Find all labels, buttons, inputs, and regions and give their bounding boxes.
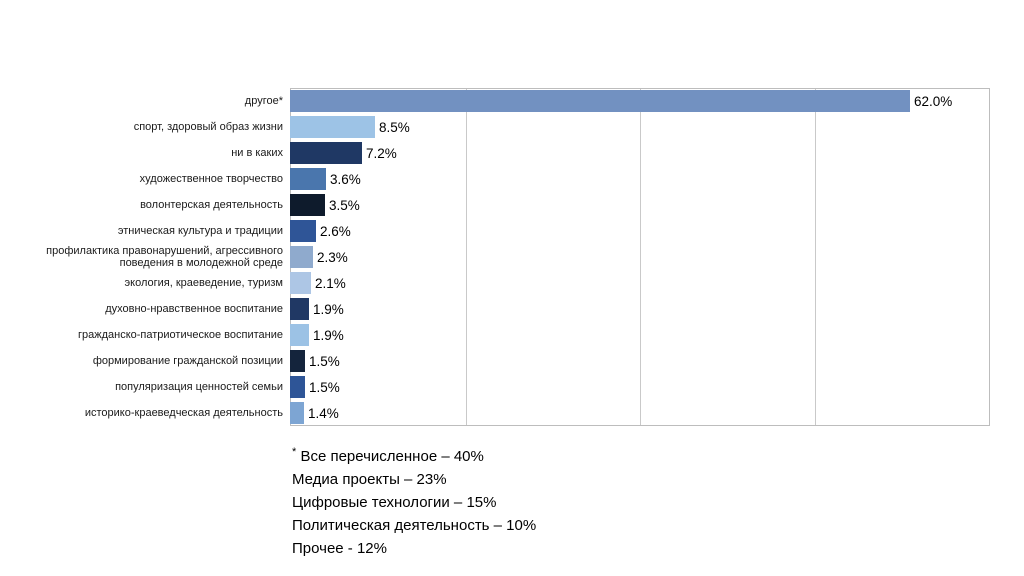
category-label: художественное творчество [139, 173, 283, 185]
bar-row: гражданско-патриотическое воспитание 1.9% [0, 322, 990, 348]
value-label: 1.9% [312, 301, 344, 317]
value-label: 1.9% [312, 327, 344, 343]
bar [290, 402, 304, 424]
bar-row: художественное творчество 3.6% [0, 166, 990, 192]
category-label: профилактика правонарушений, агрессивног… [46, 245, 283, 269]
value-label: 1.5% [309, 353, 340, 369]
bar [290, 194, 325, 216]
footnote-asterisk: * [292, 446, 297, 458]
bar [290, 298, 309, 320]
footnote: * Все перечисленное – 40% Медиа проекты –… [292, 441, 536, 560]
bar-track: 1.4% [290, 402, 990, 424]
value-label: 2.3% [317, 249, 348, 265]
footnote-line: * Все перечисленное – 40% [292, 446, 484, 465]
bar-row: историко-краеведческая деятельность 1.4% [0, 400, 990, 426]
bar [290, 116, 375, 138]
bar-row: ни в каких 7.2% [0, 140, 990, 166]
bar-row: другое* 62.0% [0, 88, 990, 114]
category-label: формирование гражданской позиции [92, 355, 283, 367]
category-label: другое* [244, 95, 283, 107]
category-label: историко-краеведческая деятельность [84, 407, 283, 419]
bar-track: 2.3% [290, 246, 990, 268]
value-label: 1.5% [309, 379, 340, 395]
value-label: 3.5% [329, 197, 360, 213]
bar-row: спорт, здоровый образ жизни 8.5% [0, 114, 990, 140]
category-label: экология, краеведение, туризм [124, 277, 283, 289]
footnote-line: Прочее - 12% [292, 540, 387, 557]
bar-track: 8.5% [290, 116, 990, 138]
bar-track: 3.6% [290, 168, 990, 190]
value-label: 8.5% [379, 119, 410, 135]
footnote-line: Цифровые технологии – 15% [292, 494, 497, 511]
bar-row: популяризация ценностей семьи 1.5% [0, 374, 990, 400]
bar [290, 168, 326, 190]
bar [290, 220, 316, 242]
bar-track: 1.5% [290, 350, 990, 372]
bar-row: волонтерская деятельность 3.5% [0, 192, 990, 218]
plot-area [290, 88, 990, 426]
value-label: 62.0% [914, 93, 953, 109]
bar-track: 62.0% [290, 90, 990, 112]
bar-row: духовно-нравственное воспитание 1.9% [0, 296, 990, 322]
bar-track: 1.9% [290, 298, 990, 320]
bar [290, 246, 313, 268]
bar [290, 324, 309, 346]
bar-track: 1.9% [290, 324, 990, 346]
value-label: 2.1% [315, 275, 346, 291]
bar [290, 142, 362, 164]
bar-track: 7.2% [290, 142, 990, 164]
category-label: спорт, здоровый образ жизни [133, 121, 283, 133]
category-label: духовно-нравственное воспитание [105, 303, 283, 315]
bar-track: 1.5% [290, 376, 990, 398]
bar [290, 350, 305, 372]
category-label: волонтерская деятельность [140, 199, 283, 211]
footnote-line: Политическая деятельность – 10% [292, 517, 537, 534]
category-label: ни в каких [231, 147, 283, 159]
bar-row: экология, краеведение, туризм 2.1% [0, 270, 990, 296]
bar [290, 90, 910, 112]
bar-track: 2.6% [290, 220, 990, 242]
value-label: 2.6% [320, 223, 351, 239]
bar [290, 376, 305, 398]
bar-row: профилактика правонарушений, агрессивног… [0, 244, 990, 270]
bar-row: формирование гражданской позиции 1.5% [0, 348, 990, 374]
bar [290, 272, 311, 294]
value-label: 1.4% [308, 405, 339, 421]
category-label: гражданско-патриотическое воспитание [77, 329, 283, 341]
bar-track: 3.5% [290, 194, 990, 216]
value-label: 7.2% [366, 145, 397, 161]
footnote-line: Медиа проекты – 23% [292, 471, 447, 488]
gridline [465, 89, 467, 425]
gridline [814, 89, 816, 425]
bar-rows: другое* 62.0% спорт, здоровый образ жизни 8… [0, 88, 990, 426]
gridline [640, 89, 641, 425]
category-label: популяризация ценностей семьи [115, 381, 283, 393]
category-label: этническая культура и традиции [117, 225, 283, 237]
value-label: 3.6% [330, 171, 361, 187]
bar-track: 2.1% [290, 272, 990, 294]
bar-row: этническая культура и традиции 2.6% [0, 218, 990, 244]
